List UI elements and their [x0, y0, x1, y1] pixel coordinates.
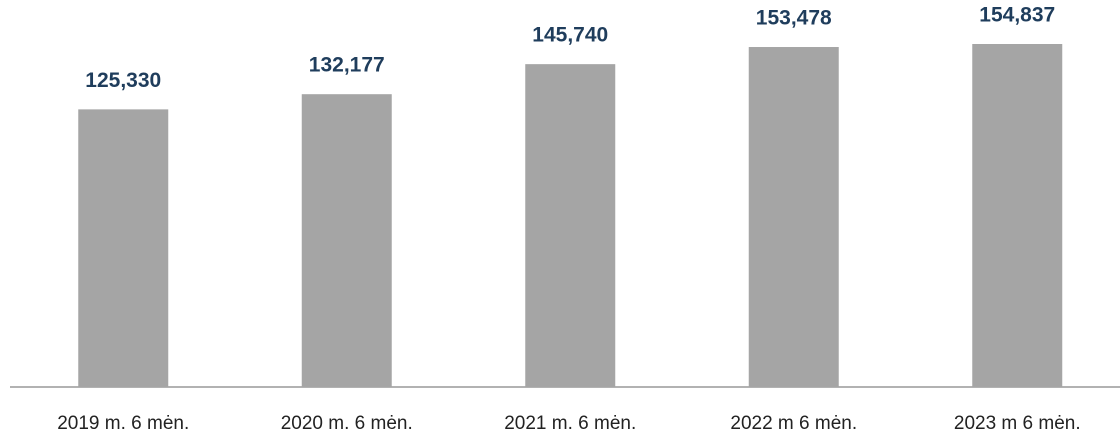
bar [748, 47, 839, 388]
value-label: 125,330 [85, 69, 161, 92]
value-label: 132,177 [309, 54, 385, 77]
x-tick-label: 2022 m 6 mėn. [730, 413, 857, 434]
x-tick-label: 2020 m. 6 mėn. [281, 413, 413, 434]
value-label: 153,478 [756, 7, 832, 30]
bar [972, 44, 1063, 387]
bar [301, 94, 392, 387]
bar [525, 64, 616, 387]
bar [78, 109, 169, 388]
x-tick-label: 2021 m. 6 mėn. [504, 413, 636, 434]
value-label: 154,837 [979, 4, 1055, 27]
x-tick-label: 2019 m. 6 mėn. [57, 413, 189, 434]
x-tick-label: 2023 m 6 mėn. [954, 413, 1081, 434]
value-label: 145,740 [532, 24, 608, 47]
